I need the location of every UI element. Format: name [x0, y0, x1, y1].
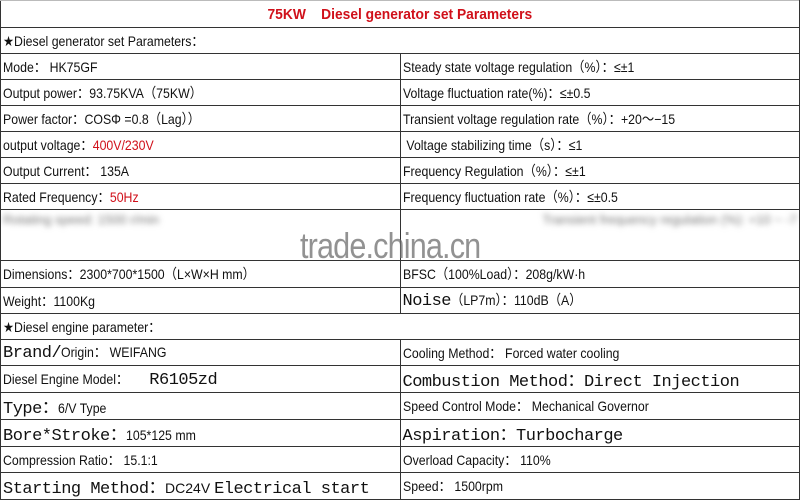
table-row: Output power：93.75KVA（75KW） Voltage fluct…: [0, 79, 800, 106]
table-row: Compression Ratio： 15.1:1 Overload Capaci…: [0, 446, 800, 473]
table-row: Bore*Stroke：105*125 mm Aspiration：Turboch…: [0, 419, 800, 447]
section-header-generator: ★Diesel generator set Parameters：: [0, 27, 800, 54]
table-row: Starting Method：DC24V Electrical start Sp…: [0, 472, 800, 500]
table-row: Weight：1100Kg Noise（LP7m）：110dB（A）: [0, 287, 800, 314]
table-row: Type：6/V Type Speed Control Mode： Mechani…: [0, 392, 800, 420]
frequency-value: 50Hz: [109, 188, 139, 205]
watermark: trade.china.cn: [300, 225, 481, 266]
table-title: 75KW Diesel generator set Parameters: [0, 0, 800, 28]
table-row: Diesel Engine Model： R6105zd Combustion M…: [0, 365, 800, 393]
table-row: Power factor：COSΦ =0.8（Lag）） Transient vo…: [0, 105, 800, 132]
blurred-row: Rotating speed: 1500 r/min Transient freq…: [0, 209, 800, 261]
table-row: Mode： HK75GF Steady state voltage regulat…: [0, 53, 800, 80]
table-row: Brand/Origin： WEIFANG Cooling Method： For…: [0, 339, 800, 366]
table-row: output voltage：400V/230V Voltage stabili…: [0, 131, 800, 158]
table-row: Output Current： 135A Frequency Regulation…: [0, 157, 800, 184]
voltage-value: 400V/230V: [92, 136, 154, 153]
table-row: Dimensions：2300*700*1500（L×W×H mm） BFSC（1…: [0, 260, 800, 288]
section-header-engine: ★Diesel engine parameter：: [0, 313, 800, 340]
table-row: Rated Frequency：50Hz Frequency fluctuatio…: [0, 183, 800, 210]
